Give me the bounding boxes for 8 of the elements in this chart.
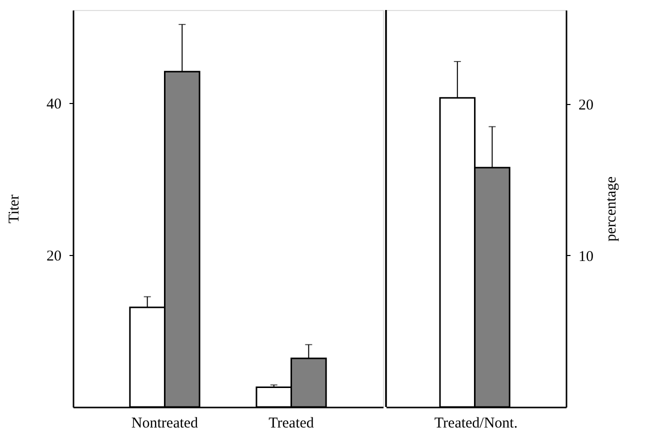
x-tick-label: Treated bbox=[268, 416, 314, 432]
x-tick-label: Treated/Nont. bbox=[434, 416, 518, 432]
y2-tick-label: 10 bbox=[578, 248, 594, 265]
y2-axis-title: percentage bbox=[604, 176, 620, 242]
y2-tick-label: 20 bbox=[578, 97, 594, 114]
x-tick-label: Nontreated bbox=[131, 416, 199, 432]
y-axis-title: Titer bbox=[6, 194, 22, 224]
y-tick-label: 40 bbox=[46, 96, 62, 112]
